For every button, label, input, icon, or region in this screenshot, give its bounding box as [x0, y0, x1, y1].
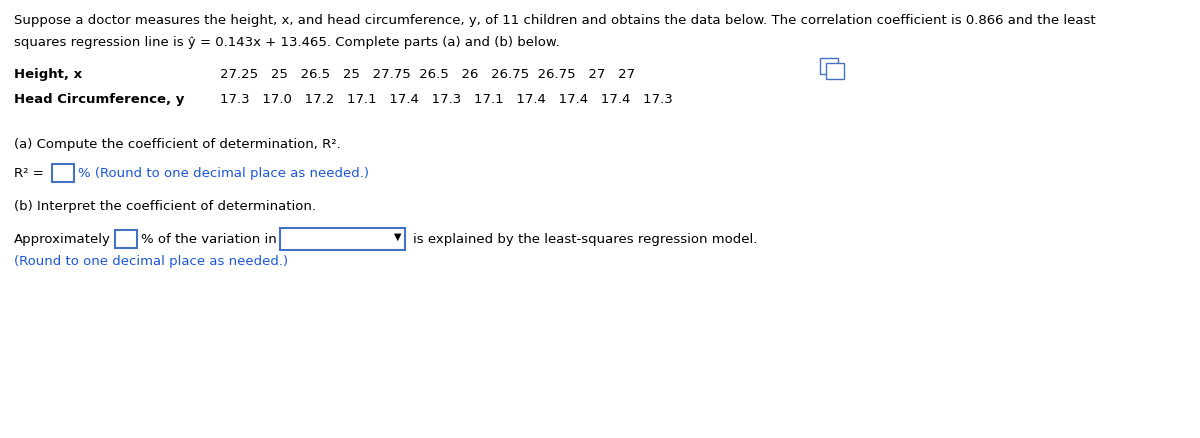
Text: Height, x: Height, x [14, 68, 82, 81]
Text: 27.25   25   26.5   25   27.75  26.5   26   26.75  26.75   27   27: 27.25 25 26.5 25 27.75 26.5 26 26.75 26.… [220, 68, 635, 81]
Text: Approximately: Approximately [14, 233, 110, 246]
Text: (Round to one decimal place as needed.): (Round to one decimal place as needed.) [14, 255, 288, 268]
Text: R² =: R² = [14, 167, 48, 180]
Text: Suppose a doctor measures the height, x, and head circumference, y, of 11 childr: Suppose a doctor measures the height, x,… [14, 14, 1096, 27]
Text: (a) Compute the coefficient of determination, R².: (a) Compute the coefficient of determina… [14, 138, 341, 151]
Text: % of the variation in: % of the variation in [142, 233, 277, 246]
Text: is explained by the least-squares regression model.: is explained by the least-squares regres… [413, 233, 757, 246]
Text: (b) Interpret the coefficient of determination.: (b) Interpret the coefficient of determi… [14, 200, 316, 213]
Text: ▼: ▼ [394, 232, 402, 242]
Text: Head Circumference, y: Head Circumference, y [14, 93, 185, 106]
Text: % (Round to one decimal place as needed.): % (Round to one decimal place as needed.… [78, 167, 370, 180]
Text: squares regression line is ŷ = 0.143x + 13.465. Complete parts (a) and (b) below: squares regression line is ŷ = 0.143x + … [14, 36, 559, 49]
Text: 17.3   17.0   17.2   17.1   17.4   17.3   17.1   17.4   17.4   17.4   17.3: 17.3 17.0 17.2 17.1 17.4 17.3 17.1 17.4 … [220, 93, 673, 106]
